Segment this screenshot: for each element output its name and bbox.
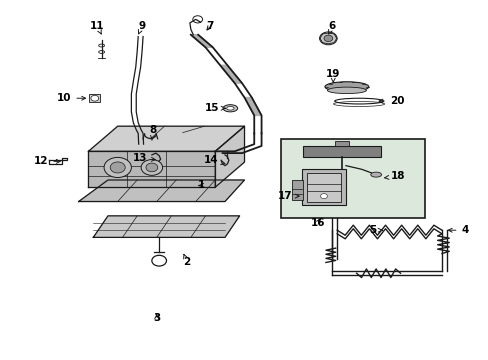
Text: 18: 18	[384, 171, 405, 181]
Polygon shape	[220, 65, 242, 83]
Ellipse shape	[327, 87, 366, 94]
Bar	[306, 173, 340, 202]
Text: 15: 15	[204, 103, 224, 113]
Circle shape	[104, 157, 131, 177]
Bar	[302, 169, 345, 205]
Bar	[303, 146, 380, 157]
Polygon shape	[88, 151, 215, 187]
Bar	[89, 94, 100, 102]
Circle shape	[110, 162, 125, 173]
Text: 19: 19	[325, 69, 340, 82]
Bar	[281, 139, 424, 218]
Text: 10: 10	[57, 93, 85, 103]
Circle shape	[91, 95, 99, 101]
Bar	[292, 180, 303, 200]
Text: 16: 16	[310, 218, 324, 228]
Ellipse shape	[223, 105, 237, 112]
Text: 9: 9	[138, 21, 145, 34]
Polygon shape	[190, 35, 212, 47]
Bar	[334, 140, 348, 146]
Polygon shape	[79, 180, 244, 202]
Circle shape	[141, 159, 162, 175]
Text: 14: 14	[203, 155, 224, 165]
Text: 1: 1	[198, 180, 205, 190]
Circle shape	[320, 194, 327, 199]
Ellipse shape	[370, 172, 381, 177]
Text: 11: 11	[90, 21, 104, 34]
Ellipse shape	[325, 82, 368, 92]
Text: 13: 13	[132, 153, 155, 163]
Polygon shape	[88, 126, 244, 151]
Text: 7: 7	[206, 21, 214, 31]
Circle shape	[145, 163, 158, 172]
Text: 6: 6	[328, 21, 335, 34]
Ellipse shape	[226, 107, 234, 110]
Circle shape	[319, 32, 336, 45]
Circle shape	[324, 35, 332, 41]
Polygon shape	[215, 126, 244, 187]
Text: 8: 8	[149, 125, 157, 140]
Polygon shape	[93, 216, 239, 237]
Text: 2: 2	[183, 255, 190, 267]
Text: 12: 12	[34, 156, 60, 166]
Text: 3: 3	[153, 313, 160, 323]
Text: 17: 17	[277, 191, 299, 201]
Polygon shape	[244, 98, 261, 116]
Text: 20: 20	[378, 96, 404, 106]
Text: 5: 5	[368, 225, 382, 235]
Text: 4: 4	[447, 225, 468, 235]
